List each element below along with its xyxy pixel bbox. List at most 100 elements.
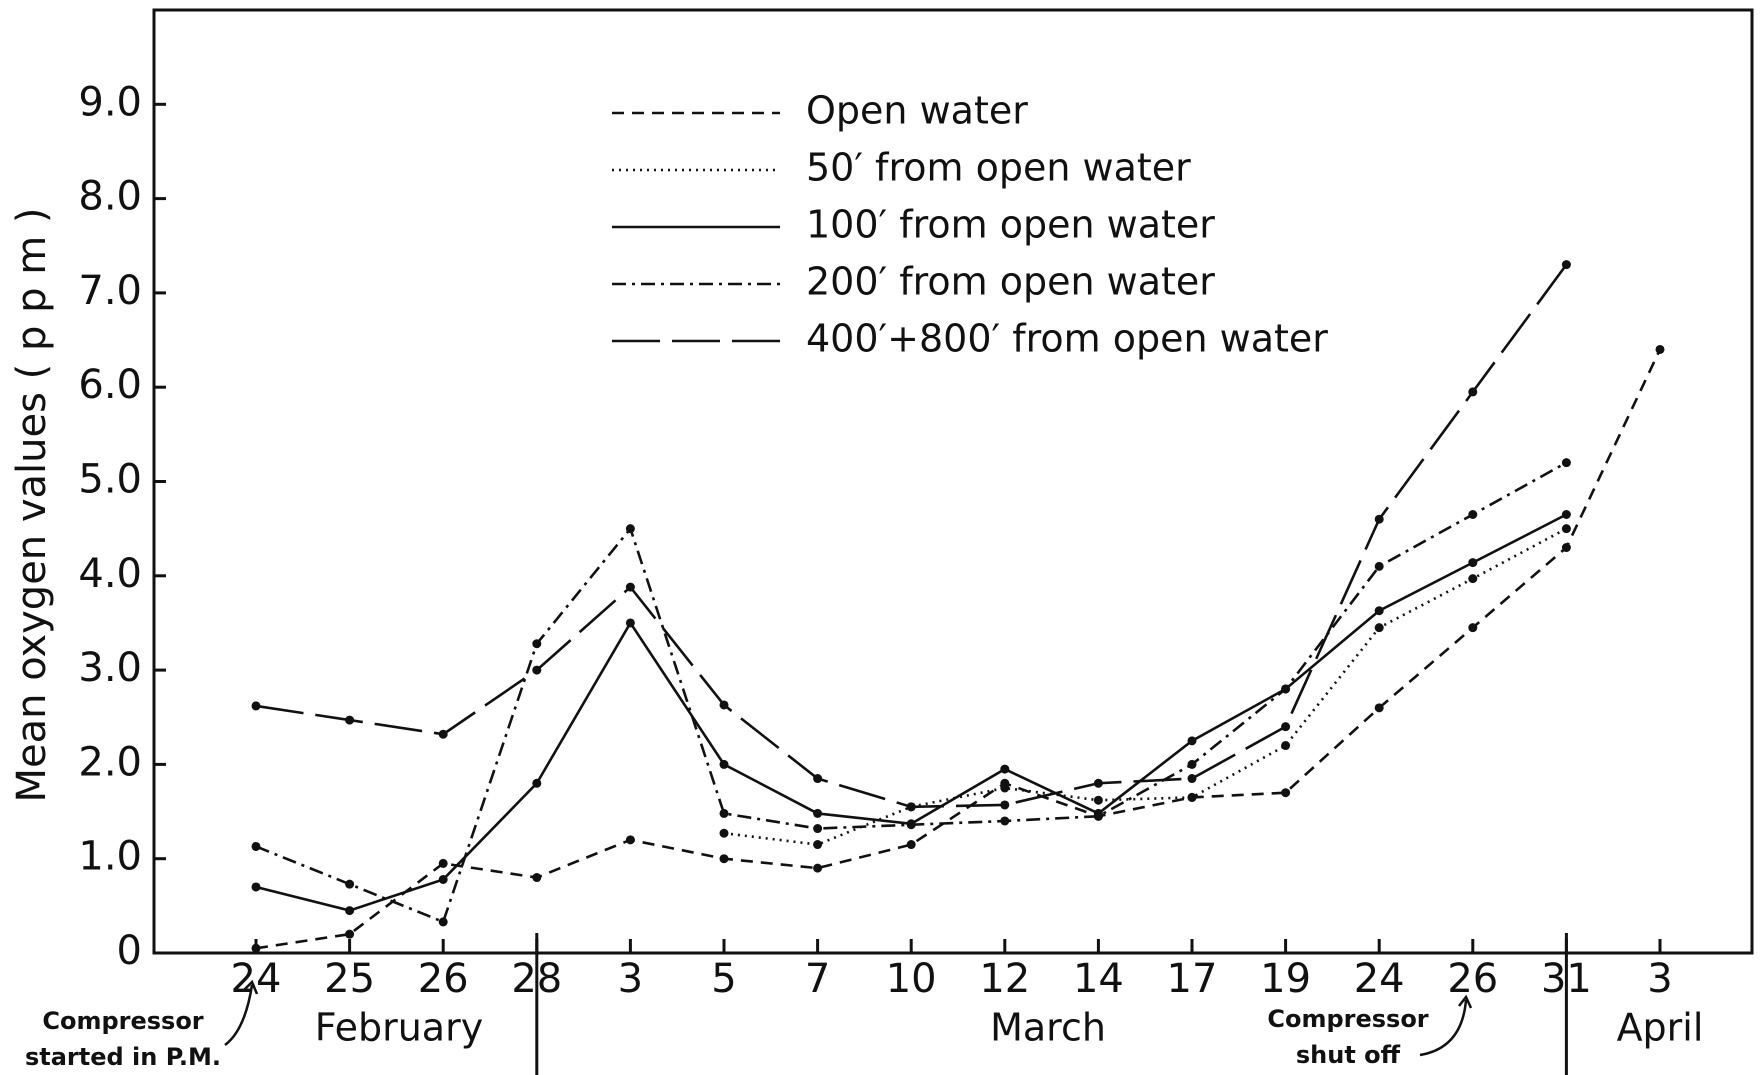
month-label: March [990,1006,1106,1050]
x-tick-label: 14 [1073,956,1124,1002]
arrow [224,984,254,1046]
data-point [813,774,823,784]
data-point [1187,792,1197,802]
x-tick-label: 25 [324,956,375,1002]
x-tick-label: 24 [1354,956,1405,1002]
data-point [345,906,355,916]
data-point [532,639,542,649]
data-point [719,759,729,769]
legend-label: 400′+800′ from open water [806,317,1328,361]
month-label: February [315,1006,483,1050]
month-label: April [1617,1006,1704,1050]
legend-label: 50′ from open water [806,146,1191,190]
x-tick-label: 12 [979,956,1030,1002]
data-point [532,873,542,883]
data-point [1468,387,1478,397]
data-point [719,808,729,818]
x-tick-label: 5 [711,956,736,1002]
data-point [1281,741,1291,751]
data-point [438,874,448,884]
y-tick-label: 6.0 [78,362,142,408]
data-point [719,700,729,710]
data-point [1374,606,1384,616]
x-tick-label: 3 [1647,956,1672,1002]
series-line [255,461,1568,924]
data-point [1000,800,1010,810]
annotation: Compressor [1267,1005,1428,1033]
arrow [1419,999,1468,1057]
annotation: started in P.M. [25,1043,221,1071]
data-point [345,929,355,939]
plot-frame [152,8,1754,955]
y-tick-label: 8.0 [78,174,142,220]
data-point [1000,783,1010,793]
data-point [1374,623,1384,633]
data-point [345,879,355,889]
data-point [625,582,635,592]
data-point [719,828,729,838]
x-tick-label: 26 [1447,956,1498,1002]
series-line [723,527,1568,846]
y-tick-label: 4.0 [78,551,142,597]
data-point [1468,574,1478,584]
data-point [906,820,916,830]
data-point [625,618,635,628]
legend-label: Open water [806,89,1028,133]
data-point [1561,510,1571,520]
data-point [1468,623,1478,633]
data-point [719,854,729,864]
data-point [532,778,542,788]
data-point [1468,510,1478,520]
data-point [813,824,823,834]
x-tick-label: 10 [886,956,937,1002]
data-point [625,524,635,534]
data-point [906,840,916,850]
data-point [1187,736,1197,746]
data-point [1374,703,1384,713]
x-tick-label: 26 [418,956,469,1002]
series-line [255,348,1662,950]
data-point [1000,816,1010,826]
data-point [1000,764,1010,774]
y-tick-label: 3.0 [78,645,142,691]
annotation: shut off [1296,1041,1401,1069]
data-point [345,715,355,725]
data-point [625,835,635,845]
series-line [255,513,1567,912]
data-point [906,802,916,812]
y-tick-label: 7.0 [78,268,142,314]
y-tick-label: 5.0 [78,457,142,503]
y-tick-label: 9.0 [78,79,142,125]
x-tick-label: 7 [805,956,830,1002]
data-point [813,863,823,873]
data-point [1093,795,1103,805]
data-point [1093,778,1103,788]
data-point [1281,722,1291,732]
data-point [251,701,261,711]
legend-label: 100′ from open water [806,203,1215,247]
data-point [251,841,261,851]
y-tick-label: 1.0 [78,834,142,880]
data-point [438,729,448,739]
data-point [1655,344,1665,354]
data-point [438,858,448,868]
data-point [1281,684,1291,694]
data-point [813,840,823,850]
data-point [1093,811,1103,821]
data-point [251,943,261,953]
data-point [1561,458,1571,468]
x-tick-label: 17 [1167,956,1218,1002]
data-point [1187,774,1197,784]
data-point [1281,788,1291,798]
data-point [251,882,261,892]
legend-label: 200′ from open water [806,260,1215,304]
x-tick-label: 3 [618,956,643,1002]
annotation: Compressor [42,1007,203,1035]
data-point [1561,524,1571,534]
data-point [1374,561,1384,571]
y-tick-label: 2.0 [78,739,142,785]
arrow-head [243,979,259,995]
data-point [1468,558,1478,568]
data-point [813,808,823,818]
